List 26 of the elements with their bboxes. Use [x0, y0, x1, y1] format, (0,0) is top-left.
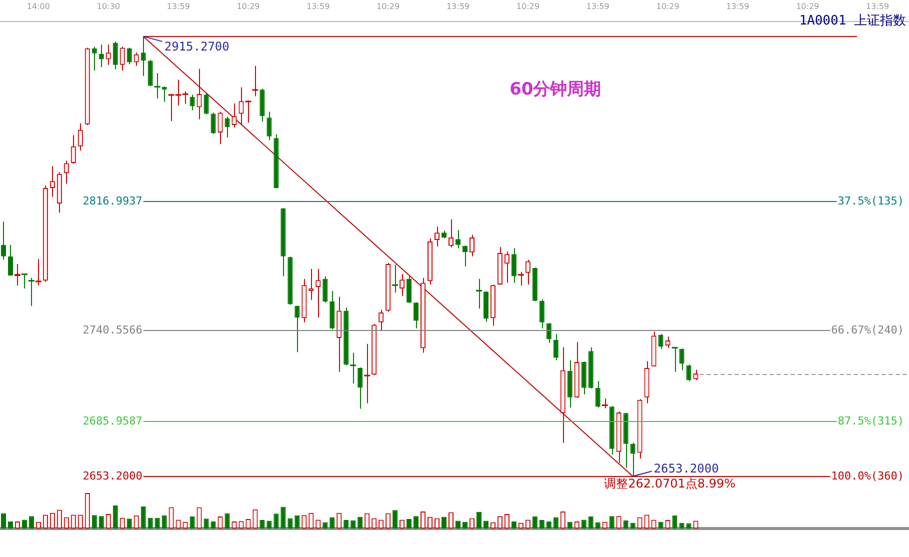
annotation: 2915.2700 — [164, 40, 230, 54]
annotation: 66.67%(240) — [831, 323, 904, 336]
x-tick-label: 13:59 — [166, 2, 190, 11]
ref-line-label: 2653.2000 — [82, 469, 142, 482]
x-tick-label: 10:29 — [236, 2, 260, 11]
x-tick-label: 10:29 — [656, 2, 680, 11]
x-tick-label: 10:29 — [796, 2, 820, 11]
ref-line-label: 2685.9587 — [82, 414, 142, 428]
x-tick-label: 13:59 — [586, 2, 610, 11]
x-tick-label: 13:59 — [446, 2, 470, 11]
x-tick-label: 10:29 — [376, 2, 400, 11]
annotation: 2653.2000 — [654, 461, 719, 476]
annotation: 87.5%(315) — [838, 414, 904, 428]
x-tick-label: 13:59 — [726, 2, 750, 11]
x-tick-label: 10:30 — [96, 2, 120, 11]
x-tick-label: 13:59 — [306, 2, 330, 11]
x-tick-label: 14:00 — [26, 2, 50, 11]
text: 调整262.0701点8.99% — [604, 476, 736, 490]
text: 1A0001 上证指数 — [799, 13, 906, 28]
annotation: 100.0%(360) — [831, 469, 904, 482]
annotation: 37.5%(135) — [838, 194, 904, 208]
x-tick-label: 10:29 — [516, 2, 540, 11]
annotation: 60分钟周期 — [510, 79, 602, 100]
ref-line-label: 2816.9937 — [82, 194, 142, 208]
ref-line-label: 2740.5566 — [82, 323, 142, 336]
x-tick-label: 13:59 — [866, 2, 890, 11]
